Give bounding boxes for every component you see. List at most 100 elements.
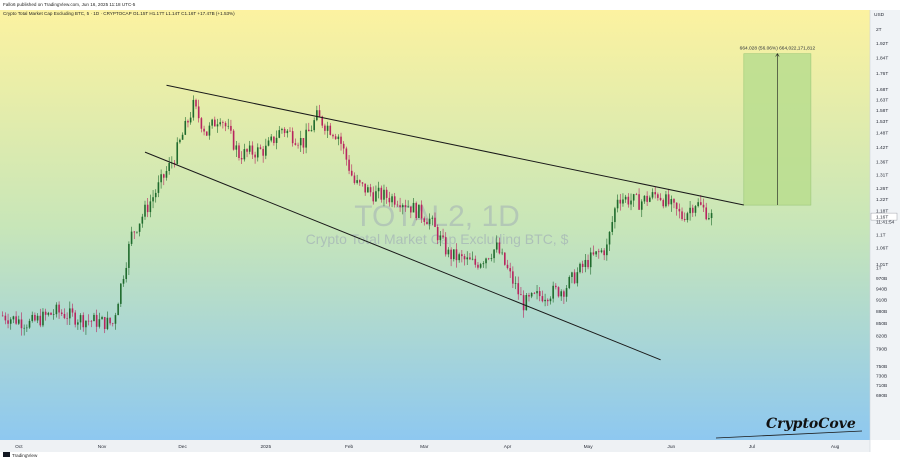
candle-up <box>120 283 122 304</box>
y-tick-label: 2T <box>876 27 882 33</box>
y-tick-label: 750B <box>876 364 887 370</box>
candle-down <box>705 207 708 220</box>
candle-down <box>203 128 205 132</box>
candle-down <box>683 219 686 221</box>
candle-up <box>479 264 482 268</box>
candle-up <box>243 149 246 160</box>
candle-up <box>418 204 420 218</box>
candle-up <box>93 314 95 322</box>
candle-up <box>624 196 627 200</box>
x-tick-label: May <box>584 444 594 450</box>
candle-up <box>600 250 603 253</box>
projection-box[interactable]: 664.028 (56.06%) 664,022,171,812 <box>740 46 816 206</box>
candle-down <box>546 299 549 302</box>
candle-down <box>15 316 17 324</box>
candle-up <box>514 283 517 284</box>
candle-up <box>632 194 635 201</box>
candle-down <box>557 287 560 297</box>
y-tick-label: 820B <box>876 334 887 340</box>
y-tick-label: 880B <box>876 309 887 315</box>
candle-down <box>238 145 240 159</box>
candle-up <box>270 136 273 141</box>
candle-up <box>208 125 211 136</box>
x-tick-label: Dec <box>178 444 187 450</box>
candle-down <box>111 323 114 324</box>
current-price-badge <box>870 212 898 221</box>
candle-down <box>635 194 638 195</box>
candle-down <box>498 242 501 254</box>
candle-up <box>42 311 44 326</box>
candle-down <box>538 291 541 297</box>
candle-up <box>710 213 713 219</box>
candle-down <box>246 149 248 152</box>
candle-down <box>345 148 348 160</box>
y-tick-label: 940B <box>876 287 887 293</box>
candle-up <box>12 316 15 320</box>
candle-down <box>654 192 656 195</box>
candle-up <box>530 292 533 297</box>
candle-down <box>436 226 439 241</box>
candle-up <box>55 304 58 315</box>
candle-down <box>455 249 458 261</box>
candle-down <box>318 110 321 117</box>
candle-down <box>388 197 391 203</box>
candle-down <box>1 315 4 317</box>
candle-down <box>509 268 511 272</box>
candle-down <box>60 312 63 314</box>
time-scale-panel[interactable] <box>0 440 870 452</box>
tradingview-logo[interactable]: TradingView <box>3 452 38 458</box>
candle-down <box>20 319 23 329</box>
x-tick-label: Mar <box>420 444 429 450</box>
candle-down <box>195 99 197 107</box>
candle-up <box>595 251 597 255</box>
y-tick-label: 910B <box>876 298 887 304</box>
candle-down <box>506 264 509 269</box>
candle-up <box>79 315 82 323</box>
candle-down <box>200 118 203 129</box>
candle-up <box>383 189 385 200</box>
candle-up <box>17 319 20 324</box>
tv-logo-icon <box>3 452 10 457</box>
candle-down <box>332 134 334 137</box>
trendline <box>166 84 744 206</box>
x-tick-label: Jul <box>749 444 755 450</box>
candle-up <box>265 145 267 156</box>
candle-up <box>356 180 358 183</box>
projection-label: 664.028 (56.06%) 664,022,171,812 <box>740 46 816 52</box>
published-info: Fallo6 published on TradingView.com, Jun… <box>3 2 136 7</box>
candle-up <box>584 259 587 267</box>
price-scale-panel[interactable] <box>870 10 900 440</box>
candle-up <box>114 315 117 324</box>
candle-down <box>359 180 361 183</box>
candle-down <box>74 312 76 325</box>
candle-up <box>616 199 619 209</box>
candle-down <box>259 147 262 149</box>
candle-down <box>380 187 383 200</box>
trendline <box>144 151 661 361</box>
candle-up <box>458 254 460 261</box>
candle-down <box>369 187 372 193</box>
candle-up <box>165 170 168 178</box>
candle-down <box>230 125 232 131</box>
y-tick-label: 1.01T <box>876 262 888 268</box>
candle-up <box>52 314 55 315</box>
y-tick-label: 790B <box>876 346 887 352</box>
candle-down <box>393 196 396 205</box>
candle-up <box>69 308 71 319</box>
candle-up <box>576 272 579 284</box>
candle-up <box>337 136 340 140</box>
candle-down <box>520 294 522 296</box>
candle-down <box>187 120 189 123</box>
trendline-group[interactable] <box>144 84 744 361</box>
candle-up <box>611 222 614 232</box>
candle-up <box>493 249 495 259</box>
currency-label[interactable]: USD <box>874 12 885 18</box>
candle-down <box>420 204 423 219</box>
candle-down <box>342 143 345 149</box>
candle-up <box>117 303 119 316</box>
candle-up <box>560 291 563 297</box>
candle-down <box>638 194 640 210</box>
candle-down <box>82 315 85 328</box>
